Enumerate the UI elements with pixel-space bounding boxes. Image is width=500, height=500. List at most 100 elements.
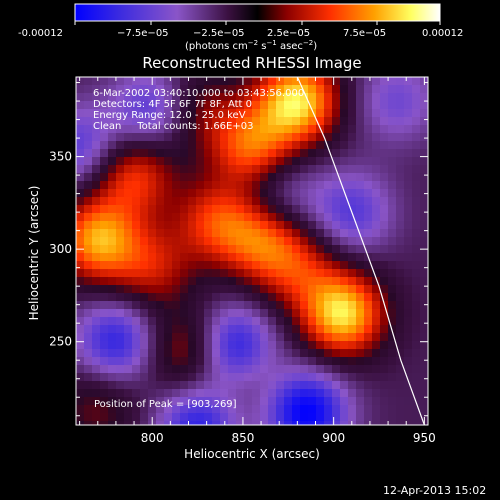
heatmap-cell <box>196 381 205 390</box>
heatmap-cell <box>316 101 325 110</box>
heatmap-cell <box>284 141 293 150</box>
heatmap-cell <box>268 197 277 206</box>
heatmap-cell <box>180 93 189 102</box>
heatmap-cell <box>84 149 93 158</box>
heatmap-cell <box>100 341 109 350</box>
heatmap-cell <box>300 213 309 222</box>
heatmap-cell <box>372 197 381 206</box>
heatmap-cell <box>92 341 101 350</box>
heatmap-cell <box>236 213 245 222</box>
heatmap-cell <box>116 213 125 222</box>
x-tick-label: 800 <box>141 431 164 445</box>
heatmap-cell <box>396 181 405 190</box>
heatmap-cell <box>252 325 261 334</box>
heatmap-cell <box>364 333 373 342</box>
heatmap-cell <box>260 181 269 190</box>
heatmap-cell <box>380 245 389 254</box>
heatmap-cell <box>132 101 141 110</box>
heatmap-cell <box>396 229 405 238</box>
heatmap-cell <box>316 221 325 230</box>
heatmap-cell <box>148 269 157 278</box>
heatmap-cell <box>236 205 245 214</box>
heatmap-cell <box>108 77 117 86</box>
heatmap-cell <box>300 317 309 326</box>
heatmap-cell <box>332 149 341 158</box>
heatmap-cell <box>196 149 205 158</box>
heatmap-cell <box>268 85 277 94</box>
heatmap-cell <box>164 349 173 358</box>
heatmap-cell <box>196 341 205 350</box>
heatmap-cell <box>268 357 277 366</box>
heatmap-cell <box>236 101 245 110</box>
heatmap-cell <box>108 373 117 382</box>
heatmap-cell <box>100 181 109 190</box>
heatmap-cell <box>100 221 109 230</box>
heatmap-cell <box>404 213 413 222</box>
heatmap-cell <box>372 157 381 166</box>
heatmap-cell <box>220 237 229 246</box>
heatmap-cell <box>244 349 253 358</box>
heatmap-cell <box>164 381 173 390</box>
heatmap-cell <box>372 77 381 86</box>
heatmap-cell <box>252 293 261 302</box>
heatmap-cell <box>324 253 333 262</box>
heatmap-cell <box>220 149 229 158</box>
heatmap-cell <box>196 237 205 246</box>
heatmap-cell <box>308 293 317 302</box>
heatmap-cell <box>412 317 421 326</box>
heatmap-cell <box>236 325 245 334</box>
heatmap-cell <box>420 197 428 206</box>
heatmap-cell <box>100 93 109 102</box>
heatmap-cell <box>212 189 221 198</box>
heatmap-cell <box>260 389 269 398</box>
heatmap-cell <box>156 221 165 230</box>
heatmap-cell <box>276 109 285 118</box>
heatmap-cell <box>92 93 101 102</box>
heatmap-cell <box>204 405 213 414</box>
heatmap-cell <box>76 173 85 182</box>
heatmap-cell <box>268 285 277 294</box>
heatmap-cell <box>172 189 181 198</box>
heatmap-cell <box>292 301 301 310</box>
heatmap-cell <box>412 109 421 118</box>
heatmap-cell <box>204 341 213 350</box>
heatmap-cell <box>84 405 93 414</box>
heatmap-cell <box>356 101 365 110</box>
heatmap-cell <box>300 285 309 294</box>
heatmap-cell <box>404 109 413 118</box>
heatmap-cell <box>316 197 325 206</box>
heatmap-cell <box>284 85 293 94</box>
heatmap-cell <box>292 189 301 198</box>
heatmap-cell <box>140 245 149 254</box>
heatmap-cell <box>188 349 197 358</box>
heatmap-cell <box>244 285 253 294</box>
heatmap-cell <box>292 221 301 230</box>
heatmap-cell <box>300 237 309 246</box>
heatmap-cell <box>212 365 221 374</box>
heatmap-cell <box>108 85 117 94</box>
heatmap-cell <box>292 77 301 86</box>
heatmap-cell <box>116 221 125 230</box>
heatmap-cell <box>364 133 373 142</box>
heatmap-cell <box>164 277 173 286</box>
heatmap-cell <box>76 109 85 118</box>
heatmap-cell <box>156 293 165 302</box>
heatmap-cell <box>84 261 93 270</box>
heatmap-cell <box>84 189 93 198</box>
heatmap-cell <box>108 109 117 118</box>
heatmap-cell <box>196 117 205 126</box>
heatmap-cell <box>308 101 317 110</box>
heatmap-cell <box>300 117 309 126</box>
heatmap-cell <box>244 77 253 86</box>
heatmap-cell <box>84 421 93 425</box>
heatmap-cell <box>332 317 341 326</box>
heatmap-cell <box>188 101 197 110</box>
heatmap-cell <box>236 173 245 182</box>
heatmap-cell <box>300 277 309 286</box>
heatmap-cell <box>76 85 85 94</box>
heatmap-cell <box>116 237 125 246</box>
heatmap-cell <box>268 245 277 254</box>
heatmap-cell <box>188 381 197 390</box>
